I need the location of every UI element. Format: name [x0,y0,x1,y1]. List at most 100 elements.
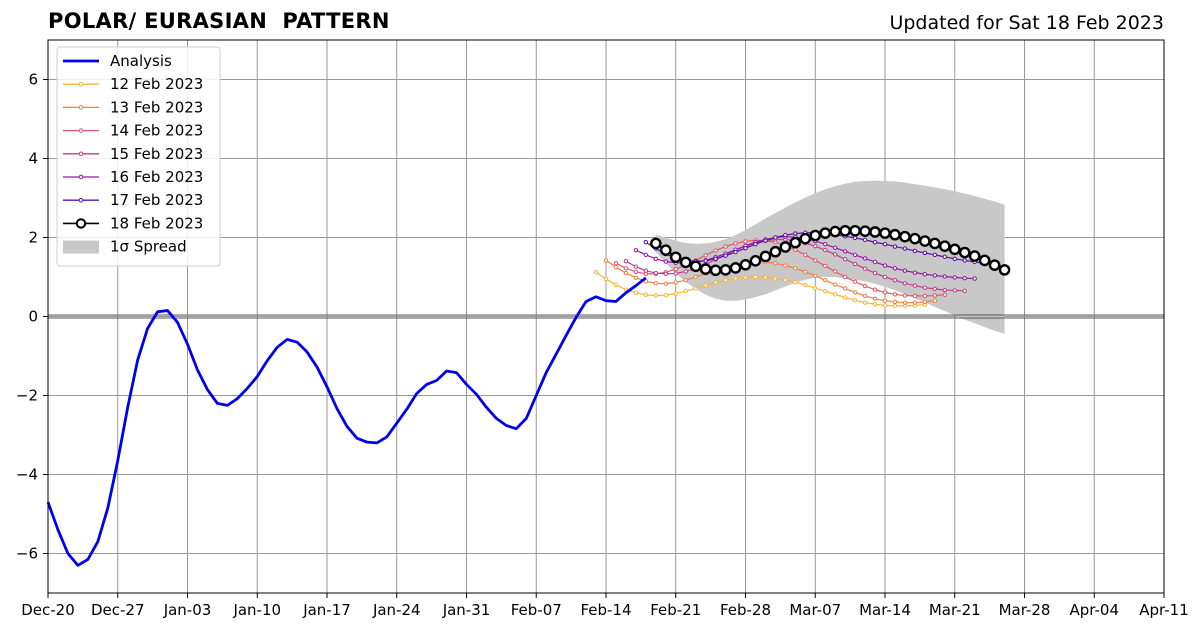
data-point [882,263,888,268]
data-point [872,287,878,292]
data-point [862,256,868,261]
legend-label: 15 Feb 2023 [110,145,203,163]
data-point [743,245,748,251]
data-point [803,269,808,275]
data-point [763,275,768,280]
spread-band [655,180,1005,334]
data-point [872,259,878,265]
data-point [882,290,888,295]
data-point [663,281,668,286]
series-line [605,259,935,304]
legend-marker [78,105,84,110]
data-point [653,270,659,276]
data-point [673,280,678,285]
data-point [763,238,768,243]
data-point [723,277,728,283]
plot-frame [47,39,1165,594]
series-analysis [46,276,647,567]
data-point [862,237,868,243]
legend-item: Analysis [63,52,172,70]
x-tick-label: Apr-11 [1139,601,1189,619]
data-point [932,273,938,278]
data-point [932,293,938,298]
data-point [643,279,649,284]
data-point [813,273,818,279]
legend-item: 14 Feb 2023 [63,122,203,140]
data-point [962,288,967,294]
chart-title: POLAR/ EURASIAN PATTERN [48,9,390,33]
data-point [942,292,947,297]
legend-marker [78,174,84,180]
legend-label: 13 Feb 2023 [110,98,203,116]
data-point [962,258,967,263]
data-point [683,289,688,294]
data-point [912,270,918,275]
data-point [650,237,662,250]
data-point [872,296,878,301]
data-point [823,247,828,253]
data-point [783,232,788,238]
data-point [823,242,828,247]
data-point [673,271,678,276]
data-point [743,275,748,280]
data-point [852,261,858,267]
data-point [693,286,698,291]
data-point [978,254,991,267]
legend-marker [75,218,87,229]
data-point [623,259,629,264]
data-point [653,281,659,286]
data-point [733,249,738,255]
data-point [862,293,868,299]
data-point [703,253,708,258]
data-point [663,259,668,264]
data-point [809,229,822,242]
data-point [909,232,921,245]
data-point [603,276,609,282]
x-tick-label: Feb-07 [511,601,562,619]
data-point [938,240,951,252]
legend-marker [78,151,84,157]
y-tick-label: 4 [28,150,38,168]
x-tick-label: Feb-14 [580,601,631,619]
data-point [703,258,708,264]
x-tick-label: Apr-04 [1070,601,1120,619]
data-point [733,276,738,281]
data-point [773,276,778,281]
data-point [948,243,961,256]
legend-marker [78,81,84,87]
data-point [922,272,928,277]
data-point [673,266,678,272]
data-point [958,246,971,259]
legend-item: 13 Feb 2023 [63,98,203,116]
data-point [869,226,881,238]
data-point [699,263,712,275]
legend-label: 1σ Spread [110,238,187,256]
data-point [832,252,838,257]
data-point [889,228,901,241]
data-point [643,252,649,258]
data-point [842,295,848,300]
data-point [862,283,868,289]
y-tick-label: 2 [28,229,38,247]
legend-item: 16 Feb 2023 [63,168,203,186]
x-tick-label: Jan-24 [372,601,421,619]
data-point [998,264,1011,276]
data-point [902,246,908,251]
data-point [663,271,668,277]
data-point [633,290,639,295]
data-point [783,263,788,268]
data-point [759,250,772,263]
data-point [793,247,798,252]
data-point [842,286,848,291]
data-point [753,242,758,247]
data-point [852,290,858,295]
data-point [613,264,619,270]
data-point [749,255,762,267]
data-point [922,250,928,256]
data-point [789,236,802,249]
x-tick-label: Feb-21 [650,601,701,619]
data-point [988,259,1001,271]
data-point [623,270,629,276]
data-point [773,260,778,266]
data-point [922,299,928,305]
